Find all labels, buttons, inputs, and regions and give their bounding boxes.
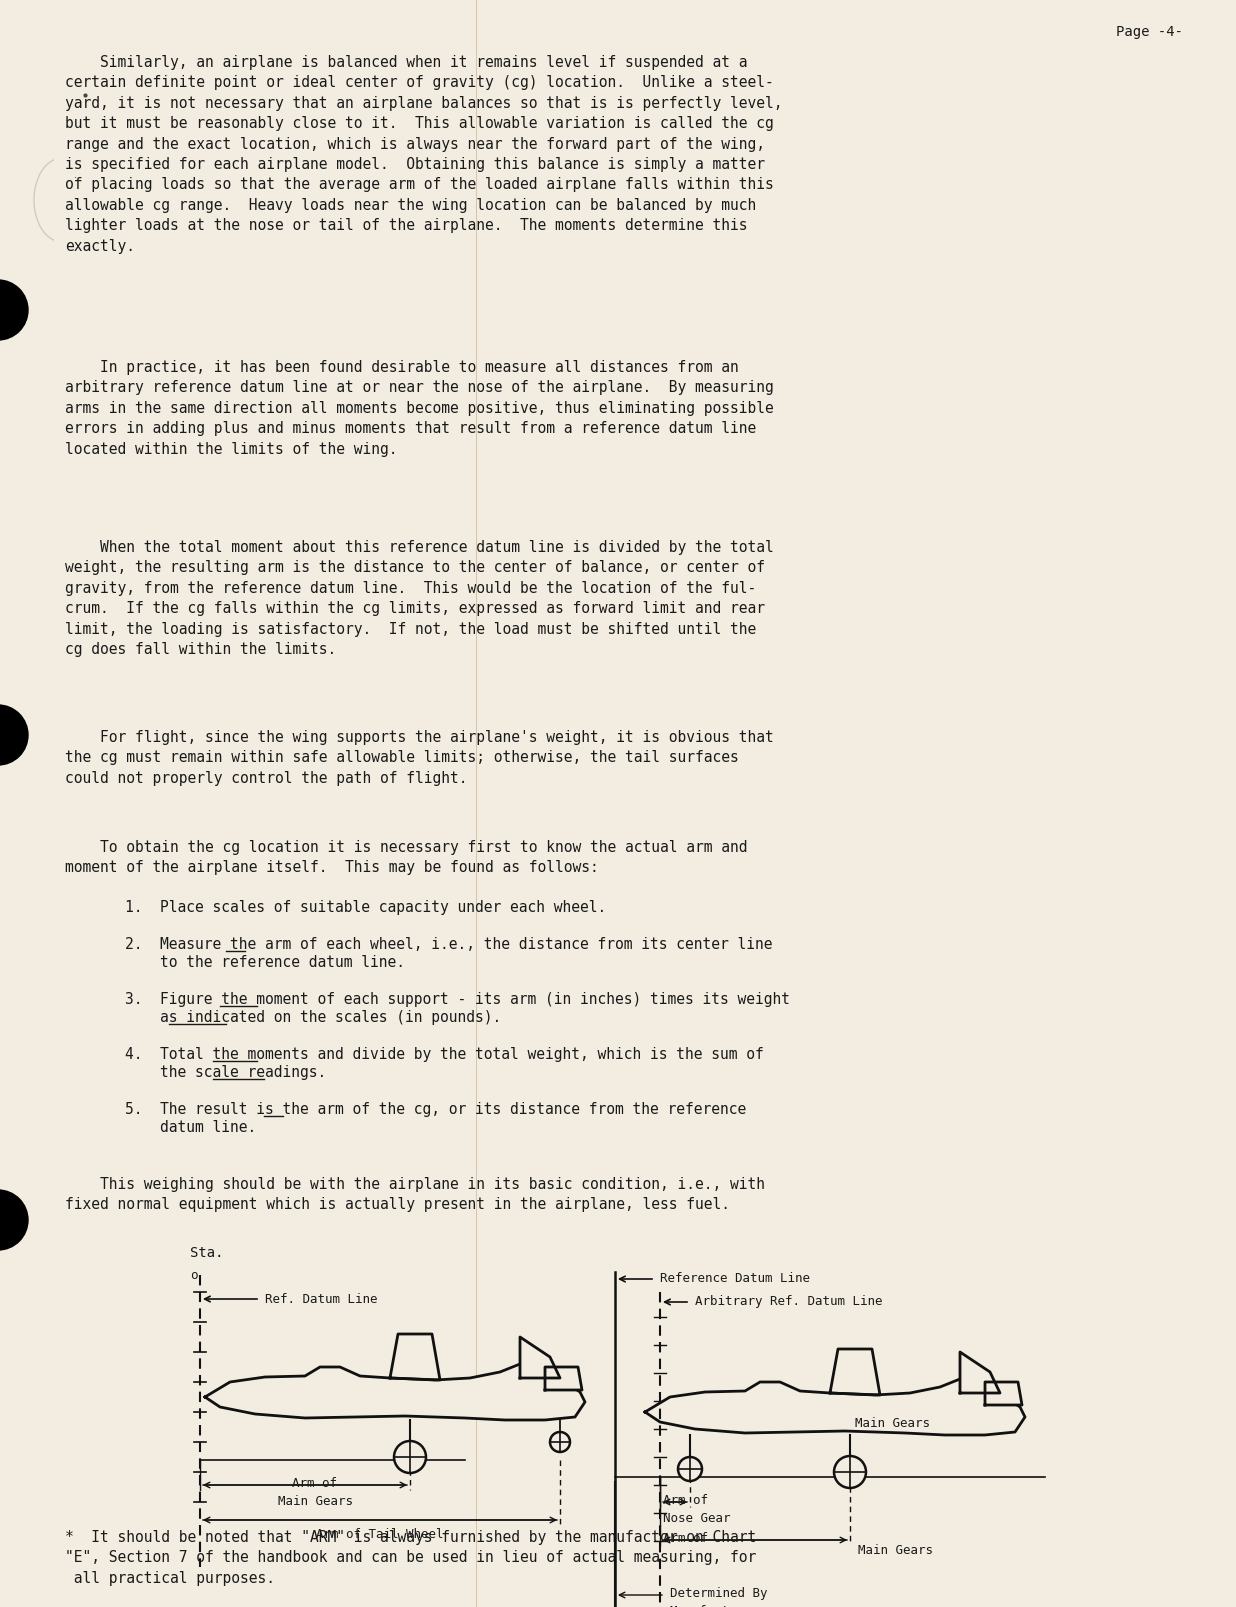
Circle shape [0, 280, 28, 341]
Text: Reference Datum Line: Reference Datum Line [660, 1273, 810, 1286]
Polygon shape [645, 1379, 1025, 1435]
Polygon shape [985, 1382, 1022, 1405]
Text: Main Gears: Main Gears [858, 1544, 933, 1557]
Text: Arm of Tail Wheel: Arm of Tail Wheel [316, 1528, 444, 1541]
Text: Main Gears: Main Gears [278, 1495, 352, 1507]
Text: For flight, since the wing supports the airplane's weight, it is obvious that
th: For flight, since the wing supports the … [66, 730, 774, 786]
Polygon shape [205, 1364, 585, 1421]
Text: Similarly, an airplane is balanced when it remains level if suspended at a
certa: Similarly, an airplane is balanced when … [66, 55, 782, 254]
Text: Manufacturer: Manufacturer [670, 1605, 760, 1607]
Circle shape [679, 1458, 702, 1482]
Text: Arbitrary Ref. Datum Line: Arbitrary Ref. Datum Line [695, 1295, 883, 1308]
Text: to the reference datum line.: to the reference datum line. [125, 955, 405, 971]
Text: When the total moment about this reference datum line is divided by the total
we: When the total moment about this referen… [66, 540, 774, 657]
Text: 3.  Figure the moment of each support - its arm (in inches) times its weight: 3. Figure the moment of each support - i… [125, 992, 790, 1008]
Text: To obtain the cg location it is necessary first to know the actual arm and
momen: To obtain the cg location it is necessar… [66, 840, 748, 876]
Text: o: o [190, 1270, 198, 1282]
Circle shape [550, 1432, 570, 1453]
Polygon shape [520, 1337, 560, 1377]
Text: Page -4-: Page -4- [1116, 26, 1184, 39]
Text: 5.  The result is the arm of the cg, or its distance from the reference: 5. The result is the arm of the cg, or i… [125, 1102, 747, 1117]
Polygon shape [391, 1334, 440, 1380]
Text: Arm of: Arm of [293, 1477, 337, 1490]
Text: In practice, it has been found desirable to measure all distances from an
arbitr: In practice, it has been found desirable… [66, 360, 774, 456]
Text: Ref. Datum Line: Ref. Datum Line [265, 1294, 377, 1306]
Text: Arm of: Arm of [662, 1531, 708, 1544]
Text: 4.  Total the moments and divide by the total weight, which is the sum of: 4. Total the moments and divide by the t… [125, 1048, 764, 1062]
Polygon shape [545, 1368, 582, 1390]
Text: 2.  Measure the arm of each wheel, i.e., the distance from its center line: 2. Measure the arm of each wheel, i.e., … [125, 937, 772, 951]
Text: Main Gears: Main Gears [855, 1417, 929, 1430]
Polygon shape [960, 1351, 1000, 1393]
Text: Sta.: Sta. [190, 1245, 224, 1260]
Text: Determined By: Determined By [670, 1588, 768, 1601]
Polygon shape [831, 1348, 880, 1395]
Text: Nose Gear: Nose Gear [662, 1512, 730, 1525]
Circle shape [0, 705, 28, 765]
Text: 1.  Place scales of suitable capacity under each wheel.: 1. Place scales of suitable capacity und… [125, 900, 606, 914]
Text: This weighing should be with the airplane in its basic condition, i.e., with
fix: This weighing should be with the airplan… [66, 1176, 765, 1212]
Text: datum line.: datum line. [125, 1120, 256, 1135]
Text: Arm of: Arm of [662, 1495, 708, 1507]
Text: as indicated on the scales (in pounds).: as indicated on the scales (in pounds). [125, 1011, 502, 1025]
Circle shape [0, 1191, 28, 1250]
Text: *  It should be noted that "ARM" is always furnished by the manufactor on Chart
: * It should be noted that "ARM" is alway… [66, 1530, 756, 1586]
Text: the scale readings.: the scale readings. [125, 1065, 326, 1080]
Circle shape [394, 1441, 426, 1474]
Circle shape [834, 1456, 866, 1488]
